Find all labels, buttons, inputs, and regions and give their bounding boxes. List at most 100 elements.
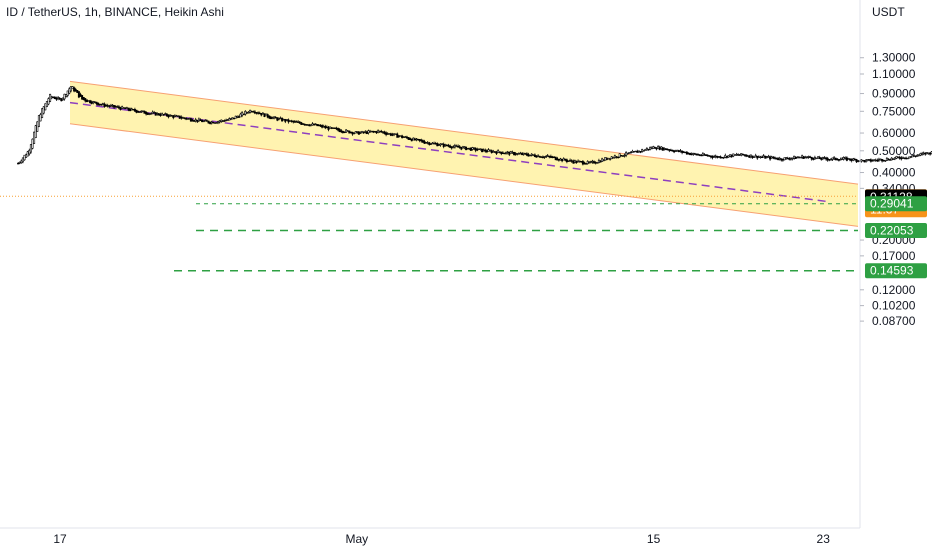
candle-body-420 <box>689 152 692 156</box>
candle-body-325 <box>537 155 540 157</box>
candle-body-270 <box>449 145 452 148</box>
candle-body-142 <box>244 111 247 115</box>
price-label-3: 0.22053 <box>870 224 914 238</box>
candle-body-501 <box>818 157 821 160</box>
candle-body-342 <box>564 158 567 161</box>
candle-body-78 <box>141 110 144 112</box>
candle-body-287 <box>476 149 479 151</box>
candle-body-451 <box>738 154 741 156</box>
candle-body-251 <box>418 139 421 141</box>
candle-body-303 <box>501 152 504 154</box>
candle-body-516 <box>842 157 845 160</box>
candle-body-437 <box>716 156 719 158</box>
candle-body-105 <box>185 117 188 120</box>
candle-body-411 <box>674 150 677 152</box>
candle-body-196 <box>330 127 333 129</box>
candle-body-215 <box>361 130 364 134</box>
candle-body-55 <box>105 105 108 107</box>
candle-body-486 <box>794 156 797 159</box>
candle-body-137 <box>236 115 239 118</box>
candle-body-112 <box>196 119 199 122</box>
candle-body-409 <box>671 149 674 152</box>
candle-body-428 <box>701 153 704 156</box>
candle-body-234 <box>391 134 394 136</box>
candle-body-252 <box>420 139 423 142</box>
candle-body-123 <box>213 122 216 124</box>
candle-body-369 <box>607 157 610 160</box>
candle-body-273 <box>453 145 456 148</box>
candle-body-108 <box>189 118 192 122</box>
candle-body-117 <box>204 119 207 122</box>
candle-body-552 <box>900 157 903 160</box>
candle-body-481 <box>786 157 789 160</box>
candle-body-539 <box>879 158 882 161</box>
candle-body-498 <box>813 157 816 160</box>
candle-body-144 <box>247 112 250 114</box>
candle-body-224 <box>375 131 378 134</box>
candle-body-382 <box>628 152 631 154</box>
candle-body-236 <box>394 133 397 135</box>
candle-body-275 <box>457 145 460 148</box>
candle-body-439 <box>719 156 722 159</box>
candle-body-170 <box>289 120 292 122</box>
candle-body-5 <box>25 154 28 158</box>
price-label-2: 0.29041 <box>870 197 914 211</box>
candle-body-245 <box>409 138 412 141</box>
candle-body-220 <box>369 131 372 133</box>
candle-body-261 <box>434 143 437 145</box>
channel-upper-line <box>69 80 859 185</box>
candle-body-70 <box>129 108 132 112</box>
candle-body-178 <box>301 123 304 125</box>
candle-body-533 <box>869 159 872 162</box>
candle-body-440 <box>721 157 724 159</box>
candle-body-94 <box>167 114 170 118</box>
candle-body-42 <box>84 98 87 102</box>
price-tick-label-11: 0.10200 <box>872 299 916 313</box>
candle-body-172 <box>292 120 295 123</box>
candle-body-450 <box>737 154 740 156</box>
candle-body-2 <box>20 160 23 164</box>
candle-body-447 <box>732 153 735 157</box>
candle-body-240 <box>401 135 404 138</box>
candle-body-24 <box>55 97 58 100</box>
candle-body-527 <box>860 159 863 162</box>
candle-body-197 <box>332 127 335 129</box>
candle-body-520 <box>849 158 852 161</box>
candle-body-509 <box>831 157 834 160</box>
candle-body-25 <box>57 97 60 99</box>
candle-body-171 <box>290 120 293 122</box>
candle-body-246 <box>410 138 413 142</box>
candle-body-253 <box>421 140 424 143</box>
candle-body-441 <box>722 156 725 159</box>
candle-body-186 <box>314 123 317 126</box>
candle-body-457 <box>748 155 751 158</box>
candle-body-442 <box>724 155 727 158</box>
candle-body-317 <box>524 153 527 155</box>
candle-body-132 <box>228 118 231 121</box>
candle-body-427 <box>700 154 703 157</box>
candle-body-530 <box>865 159 868 162</box>
candle-body-387 <box>636 151 639 153</box>
candle-body-61 <box>114 105 117 108</box>
candle-body-418 <box>685 151 688 155</box>
candle-body-475 <box>777 158 780 161</box>
candle-body-58 <box>109 105 112 107</box>
candle-body-348 <box>573 160 576 163</box>
candle-body-65 <box>121 106 124 109</box>
candle-body-379 <box>623 154 626 157</box>
candle-body-283 <box>469 147 472 151</box>
candle-body-543 <box>885 157 888 161</box>
candle-body-373 <box>613 155 616 158</box>
candle-body-76 <box>138 111 141 113</box>
candle-body-431 <box>706 154 709 157</box>
candle-body-414 <box>679 150 682 152</box>
channel-midline <box>69 101 831 203</box>
candle-body-237 <box>396 133 399 138</box>
candle-body-322 <box>532 154 535 156</box>
candle-body-151 <box>258 112 261 115</box>
candle-body-265 <box>441 143 444 145</box>
candle-body-331 <box>546 155 549 157</box>
price-tick-label-6: 0.40000 <box>872 166 916 180</box>
candle-body-494 <box>807 156 810 158</box>
candle-body-477 <box>780 158 783 161</box>
